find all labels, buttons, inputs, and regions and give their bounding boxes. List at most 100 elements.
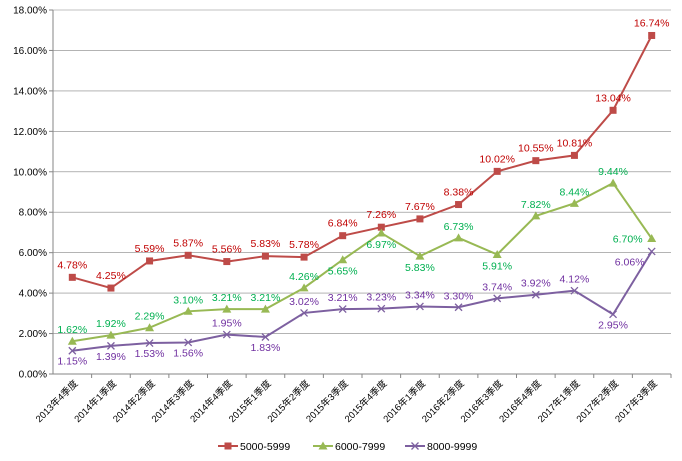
data-point [223, 258, 231, 266]
data-label: 5.83% [405, 262, 435, 274]
data-point [647, 234, 657, 243]
data-point [338, 305, 347, 314]
data-label: 4.25% [96, 270, 126, 282]
data-label: 3.21% [251, 292, 281, 304]
data-point [300, 308, 309, 317]
data-label: 2.29% [135, 311, 165, 323]
data-point [416, 215, 424, 223]
data-label: 10.55% [518, 143, 554, 155]
data-point [106, 341, 115, 350]
series-line [72, 250, 653, 352]
y-tick-label: 10.00% [13, 167, 47, 178]
series-8000-9999: 1.15% 1.39% 1.53% 1.56% 1.95% 1.83% 3.02% 3.21%… [57, 247, 656, 368]
data-point [145, 323, 155, 332]
data-label: 5.65% [328, 266, 358, 278]
data-point [376, 228, 386, 237]
data-point [68, 273, 76, 281]
data-label: 3.21% [328, 292, 358, 304]
y-tick-label: 2.00% [19, 329, 47, 340]
legend-marker-icon [224, 442, 232, 450]
data-label: 4.78% [57, 259, 87, 271]
data-point [338, 255, 348, 264]
data-point [183, 306, 193, 315]
data-label: 10.02% [479, 153, 515, 165]
data-label: 5.56% [212, 244, 242, 256]
data-point [531, 211, 541, 220]
data-point [454, 303, 463, 312]
data-point [647, 247, 656, 256]
data-label: 3.21% [212, 292, 242, 304]
data-label: 13.04% [595, 92, 631, 104]
data-point [67, 336, 77, 345]
data-label: 1.95% [212, 318, 242, 330]
data-label: 5.59% [135, 243, 165, 255]
data-label: 8.44% [560, 186, 590, 198]
data-point [493, 294, 502, 303]
data-label: 1.15% [57, 356, 87, 368]
data-point [299, 283, 309, 292]
data-point [222, 330, 231, 339]
data-point [106, 330, 116, 339]
data-point [184, 251, 192, 259]
legend-marker-icon [318, 441, 328, 450]
y-tick-label: 4.00% [19, 289, 47, 300]
data-label: 1.62% [57, 324, 87, 336]
y-tick-label: 16.00% [13, 46, 47, 57]
data-point [261, 333, 270, 341]
data-point [377, 223, 385, 231]
data-label: 3.34% [405, 289, 435, 301]
data-label: 3.30% [444, 290, 474, 302]
legend-marker-icon [411, 442, 419, 450]
y-tick-label: 6.00% [19, 248, 47, 259]
data-label: 7.26% [366, 209, 396, 221]
data-label: 5.78% [289, 239, 319, 251]
data-label: 1.83% [251, 342, 281, 354]
y-tick-label: 0.00% [19, 370, 47, 381]
data-point [260, 304, 270, 313]
data-label: 3.92% [521, 278, 551, 290]
y-tick-label: 8.00% [19, 208, 47, 219]
series-6000-7999: 1.62% 1.92% 2.29% 3.10% 3.21% 3.21% 4.26% 5.65%… [57, 166, 657, 345]
data-point [377, 304, 386, 313]
data-label: 6.70% [613, 234, 643, 246]
data-label: 6.97% [366, 239, 396, 251]
data-point [222, 304, 232, 313]
data-label: 7.67% [405, 201, 435, 213]
data-point [532, 157, 540, 165]
data-point [648, 31, 656, 39]
data-label: 2.95% [598, 319, 628, 331]
legend-label: 5000-5999 [240, 441, 290, 453]
data-point [492, 249, 502, 258]
data-label: 3.23% [366, 292, 396, 304]
data-point [261, 252, 269, 260]
data-label: 10.81% [557, 137, 593, 149]
data-label: 3.02% [289, 296, 319, 308]
legend-label: 8000-9999 [427, 441, 477, 453]
legend-item: 5000-5999 [218, 441, 290, 453]
data-label: 5.83% [251, 238, 281, 250]
data-point [570, 286, 579, 295]
data-point [415, 251, 425, 260]
data-point [455, 201, 463, 209]
x-tick-label: 2017年3季度 [612, 377, 660, 425]
data-label: 1.56% [173, 347, 203, 359]
legend-label: 6000-7999 [335, 441, 385, 453]
data-point [609, 106, 617, 114]
legend-item: 8000-9999 [405, 441, 477, 453]
data-label: 6.73% [444, 221, 474, 233]
data-label: 1.39% [96, 351, 126, 363]
data-point [569, 198, 579, 207]
data-point [609, 310, 618, 319]
data-label: 4.26% [289, 271, 319, 283]
data-label: 1.53% [135, 348, 165, 360]
y-tick-label: 12.00% [13, 127, 47, 138]
data-point [339, 232, 347, 240]
data-point [570, 151, 578, 159]
data-label: 7.82% [521, 199, 551, 211]
data-label: 1.92% [96, 318, 126, 330]
data-point [68, 346, 77, 355]
data-label: 6.84% [328, 218, 358, 230]
data-point [300, 253, 308, 261]
data-point [531, 290, 540, 299]
